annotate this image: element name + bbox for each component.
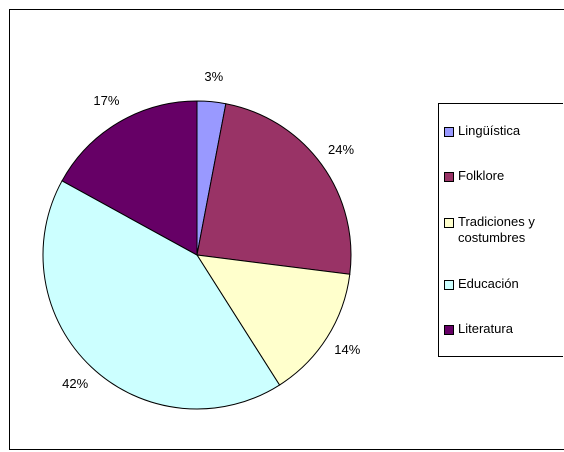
data-label: 14% [334,342,360,357]
legend-swatch [444,279,454,290]
legend-label: Tradiciones y costumbres [458,213,535,245]
chart-frame [9,9,564,450]
data-label: 17% [93,93,119,108]
legend-item: Tradiciones y costumbres [444,214,563,246]
legend-swatch [444,325,454,336]
legend-item: Educación [444,276,563,292]
legend-item: Literatura [444,321,563,337]
pie-slice [42,180,281,410]
legend-label: Literatura [458,321,513,337]
pie-slice [196,103,352,275]
legend-swatch [444,217,454,228]
legend-label: Folklore [458,168,505,184]
data-label: 24% [328,142,354,157]
legend-swatch [444,172,454,183]
data-label: 3% [204,69,223,84]
pie-slice [61,100,198,256]
legend-item: Folklore [444,168,563,184]
legend-label: Lingüística [458,122,521,138]
data-label: 42% [62,376,88,391]
pie-slice [196,254,351,386]
legend-item: Lingüística [444,123,563,139]
legend-label: Educación [458,275,519,291]
legend: Lingüística Folklore Tradiciones y costumb… [438,103,563,357]
legend-swatch [444,126,454,137]
